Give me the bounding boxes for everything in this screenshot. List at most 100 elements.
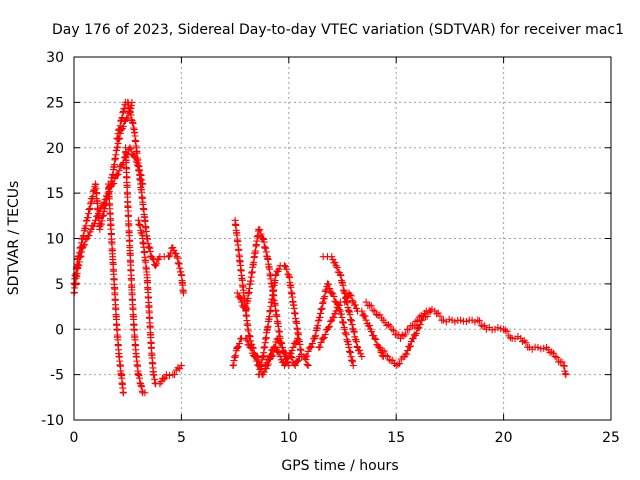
data-point <box>330 292 338 300</box>
data-point <box>171 370 179 378</box>
data-point <box>165 253 173 261</box>
data-point <box>317 338 325 346</box>
data-point <box>328 253 336 261</box>
data-point <box>394 360 402 368</box>
data-point <box>288 354 296 362</box>
data-point <box>319 334 327 342</box>
data-point <box>243 336 251 344</box>
data-point <box>416 321 424 329</box>
data-point <box>333 263 341 271</box>
data-point <box>283 265 291 273</box>
data-point <box>294 356 302 364</box>
data-point <box>176 365 184 373</box>
x-tick-label: 15 <box>387 430 405 446</box>
data-point <box>293 358 301 366</box>
data-point <box>292 338 300 346</box>
data-point <box>371 334 379 342</box>
data-point <box>415 324 423 332</box>
data-point <box>119 389 127 397</box>
data-point <box>351 301 359 309</box>
x-tick-label: 25 <box>602 430 620 446</box>
data-point <box>519 338 527 346</box>
series-arc-3-b <box>319 253 366 360</box>
x-tick-label: 10 <box>280 430 298 446</box>
series-arc-4-tail <box>362 298 570 379</box>
data-point <box>388 325 396 333</box>
data-point <box>365 322 373 330</box>
data-point <box>153 260 161 268</box>
data-point <box>268 352 276 360</box>
data-point <box>384 352 392 360</box>
data-point <box>476 317 484 325</box>
data-point <box>503 327 511 335</box>
data-point <box>234 343 242 351</box>
data-point <box>410 322 418 330</box>
data-point <box>549 349 557 357</box>
data-point <box>291 339 299 347</box>
y-tick-label: -5 <box>50 368 64 384</box>
data-points <box>70 98 570 397</box>
chart-title: Day 176 of 2023, Sidereal Day-to-day VTE… <box>52 22 624 38</box>
data-point <box>423 312 431 320</box>
data-point <box>389 356 397 364</box>
data-point <box>272 343 280 351</box>
data-point <box>407 342 415 350</box>
grid-lines <box>74 57 611 420</box>
y-tick-label: 15 <box>46 186 64 202</box>
data-point <box>330 313 338 321</box>
data-point <box>412 317 420 325</box>
data-point <box>325 324 333 332</box>
data-point <box>546 349 554 357</box>
y-tick-label: 0 <box>55 322 64 338</box>
data-point <box>375 343 383 351</box>
data-point <box>236 294 244 302</box>
data-point <box>382 352 390 360</box>
data-point <box>384 321 392 329</box>
data-point <box>349 362 357 370</box>
series-arc-1-dive-b <box>122 144 149 397</box>
data-point <box>398 331 406 339</box>
data-point <box>326 285 334 293</box>
plot-frame <box>73 56 612 421</box>
data-point <box>551 352 559 360</box>
data-point <box>369 306 377 314</box>
y-tick-label: 20 <box>46 141 64 157</box>
data-point <box>160 375 168 383</box>
data-point <box>293 334 301 342</box>
data-point <box>562 371 570 379</box>
data-point <box>162 371 170 379</box>
data-point <box>380 347 388 355</box>
series-arc-2-low <box>229 334 301 379</box>
data-point <box>404 346 412 354</box>
data-point <box>269 352 277 360</box>
y-tick-label: -10 <box>41 413 64 429</box>
data-point <box>327 317 335 325</box>
data-point <box>522 339 530 347</box>
data-point <box>180 289 188 297</box>
data-point <box>320 334 328 342</box>
data-point <box>256 226 264 234</box>
data-point <box>275 348 283 356</box>
data-point <box>233 289 241 297</box>
data-point <box>348 297 356 305</box>
data-point <box>376 311 384 319</box>
y-tick-label: 5 <box>55 277 64 293</box>
data-point <box>81 241 89 249</box>
data-point <box>233 343 241 351</box>
data-point <box>161 374 169 382</box>
data-point <box>127 145 135 153</box>
data-point <box>366 301 374 309</box>
data-point <box>396 360 404 368</box>
series-arc-1-dive-a <box>104 180 127 397</box>
data-point <box>253 357 261 365</box>
y-tick-label: 30 <box>46 50 64 66</box>
data-point <box>166 371 174 379</box>
data-point <box>403 350 411 358</box>
data-point <box>262 365 270 373</box>
data-point <box>371 307 379 315</box>
data-point <box>276 352 284 360</box>
data-point <box>255 362 263 370</box>
data-point <box>275 265 283 273</box>
